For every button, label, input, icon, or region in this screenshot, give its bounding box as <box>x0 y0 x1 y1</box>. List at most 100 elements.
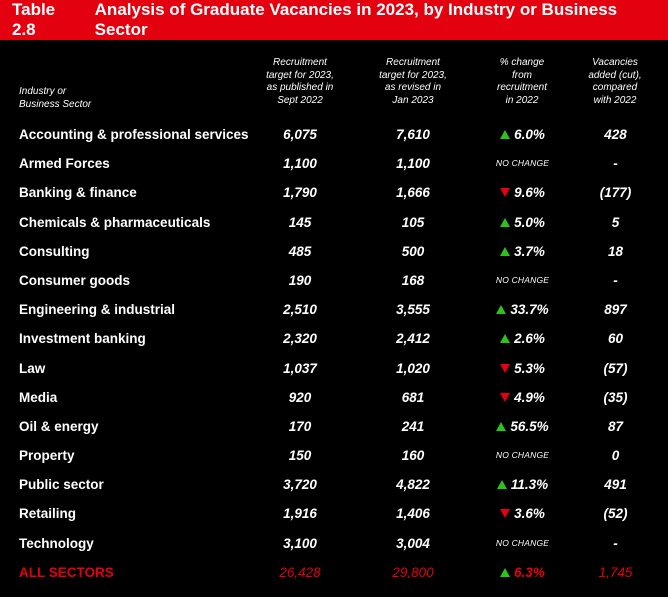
change-value: 5.3% <box>514 360 545 376</box>
header-line: as published in <box>266 82 334 93</box>
change-cell: 5.3% <box>475 354 570 383</box>
published-cell: 1,100 <box>283 156 317 172</box>
added-cell: (35) <box>603 389 628 405</box>
change-value: 6.3% <box>514 564 545 580</box>
sector-cell: Banking & finance <box>19 185 137 201</box>
up-triangle-icon <box>496 480 507 490</box>
revised-cell: 4,822 <box>396 477 430 493</box>
revised-cell: 1,666 <box>396 185 430 201</box>
table-row: Technology 3,100 3,004 NO CHANGE - <box>0 529 668 558</box>
change-cell: 3.6% <box>475 499 570 528</box>
revised-cell: 681 <box>401 389 425 405</box>
header-change: % change from recruitment in 2022 <box>472 57 572 107</box>
added-cell: - <box>613 272 618 288</box>
published-cell: 3,100 <box>283 535 317 551</box>
header-added: Vacancies added (cut), compared with 202… <box>565 57 665 107</box>
change-value: 2.6% <box>514 331 545 347</box>
table-row: Retailing 1,916 1,406 3.6% (52) <box>0 499 668 528</box>
change-cell: 6.3% <box>475 558 570 587</box>
header-line: with 2022 <box>593 94 637 106</box>
header-line: Business Sector <box>19 98 92 110</box>
added-cell: (177) <box>599 185 632 201</box>
table-row: Armed Forces 1,100 1,100 NO CHANGE - <box>0 149 668 178</box>
added-cell: 5 <box>611 214 620 230</box>
published-cell: 1,790 <box>283 185 317 201</box>
change-cell: 9.6% <box>475 178 570 207</box>
table-title: Analysis of Graduate Vacancies in 2023, … <box>94 0 618 39</box>
table-row: Banking & finance 1,790 1,666 9.6% (177) <box>0 178 668 207</box>
revised-cell: 3,555 <box>396 302 430 318</box>
header-revised: Recruitment target for 2023, as revised … <box>363 57 463 107</box>
revised-cell: 241 <box>401 418 425 434</box>
table-row: Law 1,037 1,020 5.3% (57) <box>0 354 668 383</box>
up-triangle-icon <box>500 217 511 227</box>
revised-cell: 105 <box>401 214 425 230</box>
table-number: Table 2.8 <box>12 0 56 39</box>
table-header: Industry or Business Sector Recruitment … <box>0 40 668 120</box>
table-row: Engineering & industrial 2,510 3,555 33.7% 8… <box>0 295 668 324</box>
table-banner: Table 2.8 Analysis of Graduate Vacancies… <box>0 0 668 40</box>
revised-cell: 7,610 <box>396 127 430 142</box>
added-cell: 897 <box>604 302 627 318</box>
change-cell: 56.5% <box>475 412 570 441</box>
header-line: from <box>512 69 532 81</box>
header-line: target for 2023, <box>379 69 447 81</box>
change-value: 9.6% <box>514 185 545 201</box>
up-triangle-icon <box>500 246 511 256</box>
sector-cell: Media <box>19 389 58 405</box>
header-line: Sept 2022 <box>277 94 323 106</box>
revised-cell: 168 <box>401 272 425 288</box>
sector-cell: Engineering & industrial <box>19 302 176 318</box>
up-triangle-icon <box>500 130 511 139</box>
added-cell: 87 <box>607 418 624 434</box>
header-line: Recruitment <box>386 57 440 68</box>
header-line: Recruitment <box>273 57 327 68</box>
added-cell: - <box>613 156 618 172</box>
table-total-row: ALL SECTORS 26,428 29,800 6.3% 1,745 <box>0 558 668 587</box>
published-cell: 920 <box>288 389 312 405</box>
header-line: % change <box>499 57 545 68</box>
published-cell: 2,510 <box>283 302 317 318</box>
added-cell: (52) <box>603 506 628 522</box>
change-value: 56.5% <box>510 418 549 434</box>
published-cell: 170 <box>288 418 312 434</box>
revised-cell: 160 <box>401 448 425 464</box>
change-cell: NO CHANGE <box>475 441 570 470</box>
header-published: Recruitment target for 2023, as publishe… <box>250 57 350 107</box>
change-value: 5.0% <box>514 214 545 230</box>
sector-cell: Property <box>19 448 75 464</box>
published-cell: 150 <box>288 448 312 464</box>
header-line: compared <box>592 82 638 93</box>
sector-cell: Technology <box>19 535 94 551</box>
table-row: Media 920 681 4.9% (35) <box>0 383 668 412</box>
change-value: 11.3% <box>510 477 549 493</box>
added-cell: 60 <box>607 331 624 347</box>
sector-cell: ALL SECTORS <box>19 564 114 580</box>
table-body: Accounting & professional services 6,075 7… <box>0 120 668 587</box>
sector-cell: Consumer goods <box>19 272 131 288</box>
table-row: Public sector 3,720 4,822 11.3% 491 <box>0 470 668 499</box>
change-cell: 11.3% <box>475 470 570 499</box>
published-cell: 6,075 <box>283 127 317 142</box>
change-value: NO CHANGE <box>495 537 550 548</box>
down-triangle-icon <box>500 392 511 402</box>
change-cell: 3.7% <box>475 237 570 266</box>
change-cell: 2.6% <box>475 324 570 353</box>
down-triangle-icon <box>500 188 511 198</box>
change-value: 4.9% <box>514 389 545 405</box>
published-cell: 1,037 <box>283 360 317 376</box>
change-value: 33.7% <box>510 302 549 318</box>
sector-cell: Investment banking <box>19 331 146 347</box>
header-line: recruitment <box>496 82 547 93</box>
header-line: target for 2023, <box>266 69 334 81</box>
added-cell: 18 <box>607 243 624 259</box>
table-row: Accounting & professional services 6,075 7… <box>0 120 668 149</box>
change-cell: 6.0% <box>475 120 570 149</box>
revised-cell: 1,020 <box>396 360 430 376</box>
sector-cell: Oil & energy <box>19 418 99 434</box>
added-cell: 491 <box>604 477 627 493</box>
added-cell: 0 <box>611 448 620 464</box>
sector-cell: Law <box>19 360 46 376</box>
change-value: NO CHANGE <box>495 158 550 169</box>
down-triangle-icon <box>500 509 511 519</box>
